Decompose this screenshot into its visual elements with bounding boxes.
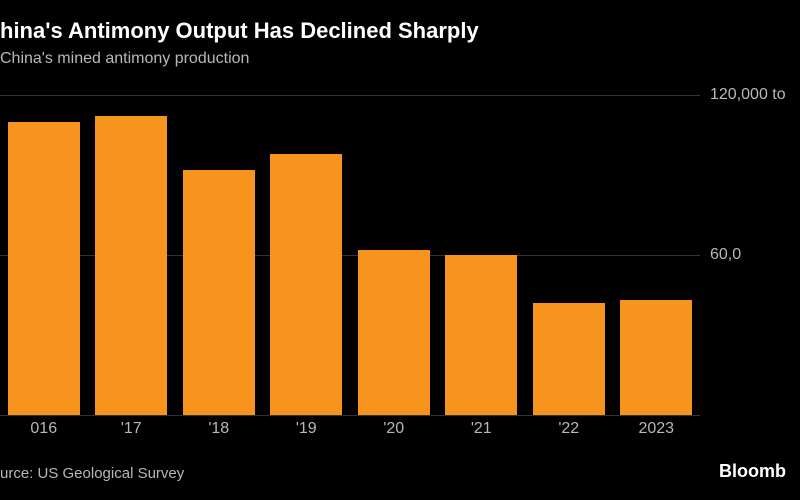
x-tick-label: 016 xyxy=(8,420,80,438)
plot-area: 120,000 to 60,0 xyxy=(0,95,700,415)
x-tick-label: 2023 xyxy=(620,420,692,438)
bar-016 xyxy=(8,122,80,415)
bar-2023 xyxy=(620,300,692,415)
bar-'22 xyxy=(533,303,605,415)
bar-'19 xyxy=(270,154,342,415)
y-tick-label-60k: 60,0 xyxy=(710,246,741,264)
x-tick-label: '20 xyxy=(358,420,430,438)
brand-logo: Bloomb xyxy=(719,461,786,482)
gridline-0 xyxy=(0,415,700,416)
x-tick-label: '21 xyxy=(445,420,517,438)
x-tick-label: '17 xyxy=(95,420,167,438)
bar-'20 xyxy=(358,250,430,415)
chart-title: hina's Antimony Output Has Declined Shar… xyxy=(0,18,479,44)
chart-subtitle: China's mined antimony production xyxy=(0,50,249,68)
chart-source: urce: US Geological Survey xyxy=(0,465,184,482)
y-tick-label-120k: 120,000 to xyxy=(710,86,786,104)
bars-group xyxy=(0,95,700,415)
x-tick-label: '18 xyxy=(183,420,255,438)
bar-'17 xyxy=(95,116,167,415)
x-axis-labels: 016 '17 '18 '19 '20 '21 '22 2023 xyxy=(0,420,700,438)
bar-'21 xyxy=(445,255,517,415)
chart-container: hina's Antimony Output Has Declined Shar… xyxy=(0,0,800,500)
bar-'18 xyxy=(183,170,255,415)
x-tick-label: '19 xyxy=(270,420,342,438)
x-tick-label: '22 xyxy=(533,420,605,438)
